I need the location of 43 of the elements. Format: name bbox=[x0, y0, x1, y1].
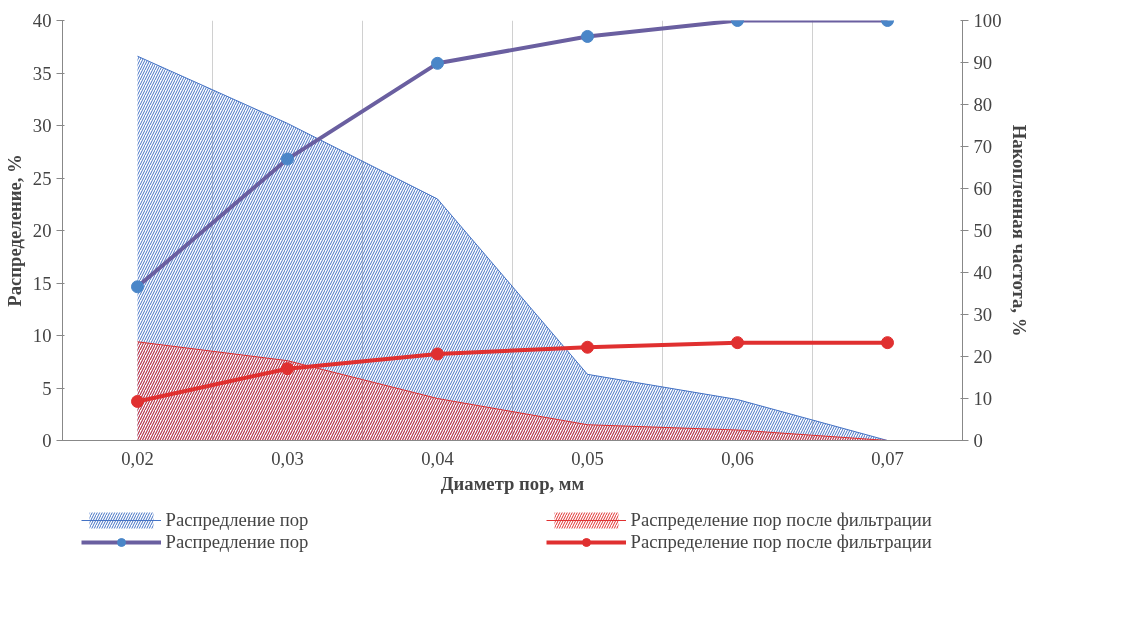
legend-label: Распредление пор bbox=[165, 531, 310, 553]
y-tick-label: 0 bbox=[42, 430, 52, 451]
y-tick-label: 15 bbox=[32, 272, 52, 294]
y2-tick-label: 100 bbox=[973, 10, 1002, 31]
y2-tick-label: 70 bbox=[973, 136, 993, 157]
y2-tick-label: 90 bbox=[973, 52, 993, 73]
x-tick-label: 0,05 bbox=[571, 447, 604, 469]
y-tick-label: 10 bbox=[32, 325, 52, 346]
y-tick-label: 5 bbox=[42, 377, 52, 399]
y2-tick-label: 80 bbox=[973, 94, 993, 115]
y2-axis-title: Накопленная частота, % bbox=[1009, 124, 1031, 337]
x-tick-label: 0,06 bbox=[721, 447, 754, 469]
point bbox=[431, 347, 444, 361]
y-tick-label: 25 bbox=[32, 167, 52, 189]
point bbox=[581, 340, 594, 354]
x-tick-label: 0,07 bbox=[871, 447, 904, 469]
y2-tick-label: 30 bbox=[973, 304, 993, 325]
y-tick-label: 35 bbox=[32, 62, 52, 84]
y2-tick-label: 50 bbox=[973, 220, 993, 241]
y-tick-label: 40 bbox=[32, 10, 52, 31]
point bbox=[131, 394, 144, 408]
point bbox=[281, 362, 294, 376]
y2-tick-label: 10 bbox=[973, 388, 993, 409]
x-axis-title: Диаметр пор, мм bbox=[440, 472, 585, 494]
point bbox=[881, 336, 894, 350]
point bbox=[281, 152, 294, 166]
y-tick-label: 20 bbox=[32, 220, 52, 241]
point bbox=[131, 280, 144, 294]
y2-tick-label: 0 bbox=[973, 430, 983, 451]
legend-label: Распределение пор после фильтрации bbox=[630, 531, 933, 553]
y2-tick-label: 40 bbox=[973, 262, 993, 283]
legend-label: Распределение пор после фильтрации bbox=[630, 509, 933, 531]
x-tick-label: 0,03 bbox=[271, 447, 304, 469]
x-tick-label: 0,04 bbox=[421, 447, 455, 469]
point bbox=[731, 336, 744, 350]
y-tick-label: 30 bbox=[32, 115, 52, 136]
y2-tick-label: 60 bbox=[973, 178, 993, 199]
x-tick-label: 0,02 bbox=[121, 447, 154, 469]
y-axis-title: Распределение, % bbox=[3, 154, 25, 307]
point bbox=[431, 56, 444, 70]
y2-tick-label: 20 bbox=[973, 346, 993, 367]
legend-label: Распредление пор bbox=[165, 509, 310, 531]
point bbox=[581, 29, 594, 43]
